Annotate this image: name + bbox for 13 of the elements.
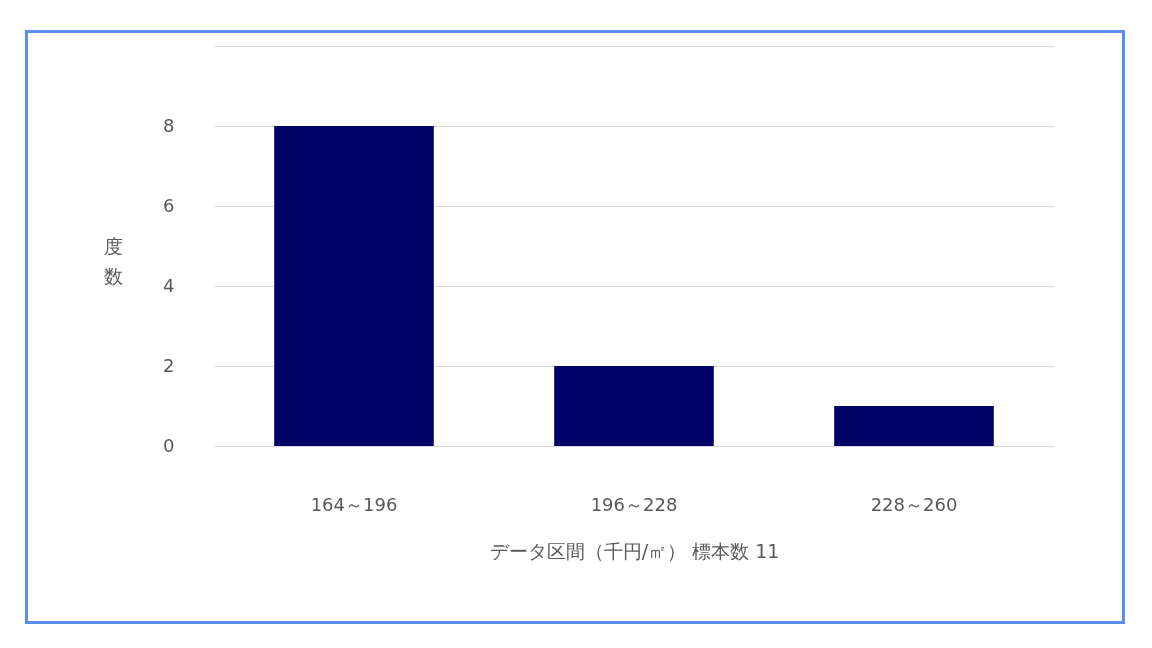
y-tick-label: 4 — [163, 274, 175, 296]
y-tick-label: 8 — [163, 114, 175, 136]
y-tick-label: 0 — [163, 434, 175, 456]
x-tick-label: 228～260 — [870, 493, 958, 515]
y-axis-title: 度数 — [103, 234, 123, 287]
x-tick-label: 164～196 — [310, 493, 398, 515]
bar — [554, 366, 714, 446]
y-tick-label: 2 — [163, 354, 175, 376]
bar — [274, 126, 434, 446]
bar — [834, 406, 994, 446]
y-tick-label: 6 — [163, 194, 175, 216]
x-tick-label: 196～228 — [590, 493, 678, 515]
x-axis-title: データ区間（千円/㎡） 標本数 11 — [489, 539, 780, 562]
